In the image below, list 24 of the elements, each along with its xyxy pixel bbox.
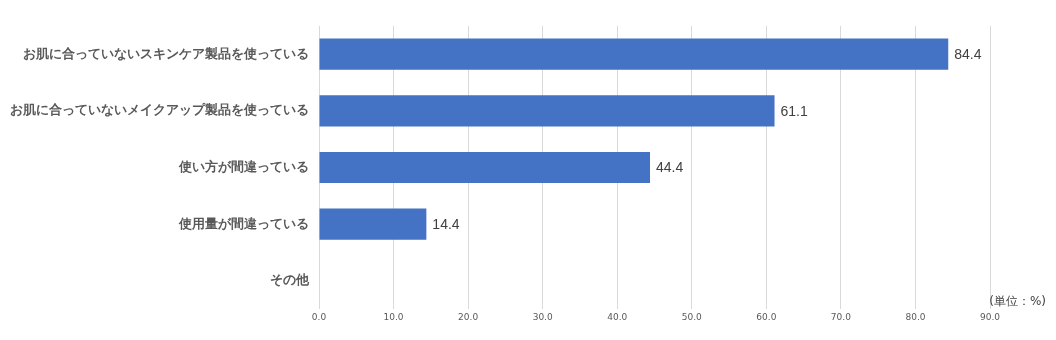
x-tick-label: 90.0 xyxy=(979,311,1001,322)
data-label: 44.4 xyxy=(656,159,684,176)
x-tick-label: 0.0 xyxy=(311,311,327,322)
bar xyxy=(319,95,775,127)
bar xyxy=(319,151,651,184)
y-tick-label: 使い方が間違っている xyxy=(178,158,309,174)
data-label: 84.4 xyxy=(954,46,982,62)
x-tick-label: 30.0 xyxy=(532,311,553,322)
x-tick-label: 20.0 xyxy=(458,311,479,322)
x-tick-label: 80.0 xyxy=(905,311,926,322)
data-label: 14.4 xyxy=(432,216,460,233)
bar xyxy=(319,208,427,240)
x-tick-label: 10.0 xyxy=(383,311,404,322)
x-tick-label: 60.0 xyxy=(756,311,777,322)
data-label: 61.1 xyxy=(780,102,808,119)
x-tick-label: 40.0 xyxy=(607,311,628,322)
y-tick-label: お肌に合っていないメイクアップ製品を使っている xyxy=(10,102,309,118)
x-tick-label: 50.0 xyxy=(681,311,703,322)
y-tick-label: その他 xyxy=(270,272,310,288)
y-tick-label: 使用量が間違っている xyxy=(178,215,309,231)
annotation: (単位：%) xyxy=(989,294,1046,309)
x-tick-label: 70.0 xyxy=(830,311,852,322)
bar xyxy=(319,38,949,70)
y-tick-label: お肌に合っていないスキンケア製品を使っている xyxy=(23,45,309,61)
